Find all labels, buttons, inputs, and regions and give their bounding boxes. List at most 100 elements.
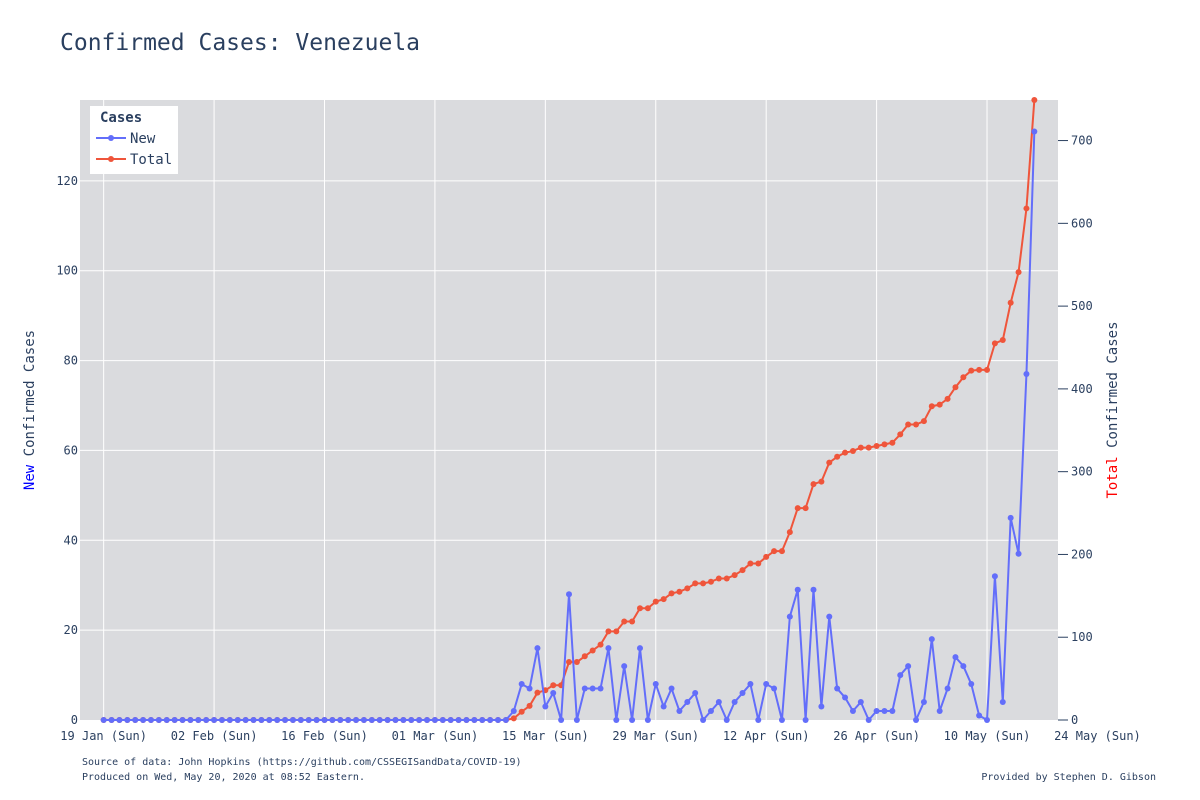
data-point-new[interactable]: [155, 717, 162, 723]
data-point-new[interactable]: [621, 663, 628, 670]
data-point-total[interactable]: [999, 337, 1006, 344]
data-point-new[interactable]: [534, 645, 541, 652]
data-point-total[interactable]: [636, 605, 643, 612]
data-point-total[interactable]: [802, 505, 809, 512]
data-point-total[interactable]: [526, 702, 533, 709]
data-point-total[interactable]: [613, 628, 620, 635]
data-point-new[interactable]: [439, 717, 446, 723]
data-point-total[interactable]: [629, 618, 636, 625]
data-point-total[interactable]: [928, 403, 935, 410]
data-point-new[interactable]: [400, 717, 407, 723]
data-point-new[interactable]: [849, 708, 856, 715]
data-point-new[interactable]: [991, 573, 998, 580]
data-point-new[interactable]: [337, 717, 344, 723]
data-point-new[interactable]: [897, 672, 904, 679]
data-point-total[interactable]: [589, 647, 596, 654]
data-point-new[interactable]: [692, 690, 699, 697]
data-point-total[interactable]: [771, 548, 778, 555]
data-point-new[interactable]: [786, 613, 793, 620]
data-point-total[interactable]: [755, 560, 762, 567]
data-point-new[interactable]: [392, 717, 399, 723]
data-point-new[interactable]: [226, 717, 233, 723]
data-point-new[interactable]: [211, 717, 218, 723]
data-point-total[interactable]: [510, 715, 517, 722]
data-point-total[interactable]: [739, 567, 746, 574]
data-point-new[interactable]: [360, 717, 367, 723]
data-point-total[interactable]: [597, 641, 604, 648]
data-point-total[interactable]: [566, 659, 572, 666]
data-point-new[interactable]: [140, 717, 147, 723]
data-point-total[interactable]: [550, 682, 557, 689]
data-point-new[interactable]: [684, 699, 691, 706]
data-point-new[interactable]: [842, 694, 849, 701]
data-point-new[interactable]: [171, 717, 178, 723]
data-point-total[interactable]: [660, 596, 667, 603]
data-point-new[interactable]: [550, 690, 557, 697]
data-point-new[interactable]: [889, 708, 896, 715]
data-point-new[interactable]: [376, 717, 383, 723]
data-point-total[interactable]: [684, 585, 691, 592]
data-point-total[interactable]: [763, 553, 770, 560]
data-point-new[interactable]: [999, 699, 1006, 706]
data-point-new[interactable]: [723, 717, 730, 723]
data-point-new[interactable]: [282, 717, 289, 723]
data-point-total[interactable]: [621, 618, 628, 625]
data-point-new[interactable]: [1023, 371, 1030, 378]
data-point-new[interactable]: [644, 717, 651, 723]
data-point-new[interactable]: [952, 654, 959, 661]
data-point-total[interactable]: [644, 605, 651, 612]
data-point-new[interactable]: [179, 717, 186, 723]
data-point-new[interactable]: [778, 717, 785, 723]
data-point-new[interactable]: [147, 717, 154, 723]
legend[interactable]: Cases New Total: [90, 106, 178, 174]
data-point-new[interactable]: [865, 717, 872, 723]
data-point-new[interactable]: [487, 717, 494, 723]
data-point-new[interactable]: [928, 636, 935, 643]
data-point-new[interactable]: [510, 708, 517, 715]
data-point-total[interactable]: [960, 374, 967, 381]
data-point-total[interactable]: [1015, 269, 1022, 276]
data-point-new[interactable]: [384, 717, 391, 723]
data-point-new[interactable]: [526, 685, 533, 692]
data-point-new[interactable]: [1031, 128, 1038, 135]
data-point-new[interactable]: [700, 717, 707, 723]
data-point-total[interactable]: [826, 459, 833, 466]
data-point-total[interactable]: [834, 453, 841, 460]
data-point-new[interactable]: [463, 717, 470, 723]
data-point-total[interactable]: [676, 588, 683, 595]
data-point-new[interactable]: [873, 708, 880, 715]
data-point-new[interactable]: [905, 663, 912, 670]
data-point-new[interactable]: [597, 685, 604, 692]
data-point-total[interactable]: [905, 421, 912, 428]
data-point-new[interactable]: [424, 717, 431, 723]
data-point-new[interactable]: [203, 717, 210, 723]
data-point-total[interactable]: [857, 444, 864, 451]
data-point-total[interactable]: [889, 439, 896, 446]
data-point-new[interactable]: [1007, 514, 1014, 521]
data-point-total[interactable]: [518, 708, 525, 715]
data-point-total[interactable]: [865, 444, 872, 451]
data-point-new[interactable]: [747, 681, 754, 688]
data-point-total[interactable]: [881, 441, 888, 448]
data-point-new[interactable]: [234, 717, 241, 723]
data-point-total[interactable]: [731, 572, 738, 579]
data-point-new[interactable]: [834, 685, 841, 692]
data-point-new[interactable]: [818, 703, 825, 710]
data-point-total[interactable]: [944, 395, 951, 402]
data-point-new[interactable]: [447, 717, 454, 723]
data-point-total[interactable]: [913, 421, 920, 428]
data-point-new[interactable]: [100, 717, 107, 723]
data-point-total[interactable]: [849, 447, 856, 454]
data-point-new[interactable]: [976, 712, 983, 719]
data-point-new[interactable]: [605, 645, 612, 652]
data-point-total[interactable]: [952, 384, 959, 391]
data-point-total[interactable]: [984, 366, 991, 373]
data-point-total[interactable]: [842, 449, 849, 456]
data-point-total[interactable]: [968, 367, 975, 374]
data-point-new[interactable]: [542, 703, 549, 710]
data-point-new[interactable]: [763, 681, 770, 688]
data-point-new[interactable]: [629, 717, 636, 723]
data-point-total[interactable]: [534, 689, 541, 696]
data-point-total[interactable]: [818, 478, 825, 485]
data-point-new[interactable]: [771, 685, 778, 692]
